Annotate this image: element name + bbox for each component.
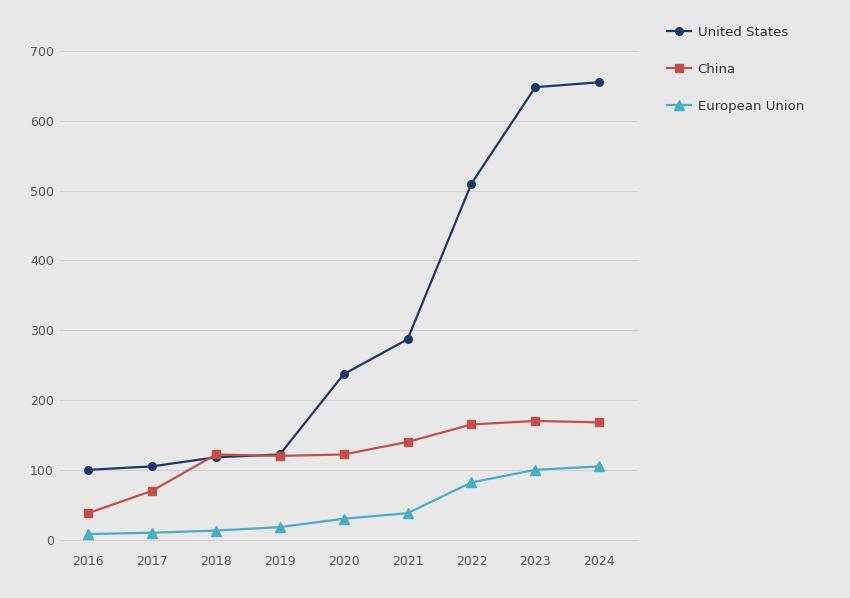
Legend: United States, China, European Union: United States, China, European Union bbox=[667, 26, 804, 112]
European Union bbox=[147, 529, 157, 536]
China bbox=[275, 452, 285, 459]
United States bbox=[338, 371, 348, 378]
Line: European Union: European Union bbox=[84, 462, 604, 539]
United States bbox=[530, 84, 541, 91]
United States bbox=[147, 463, 157, 470]
European Union bbox=[275, 523, 285, 530]
China bbox=[211, 451, 221, 458]
European Union bbox=[211, 527, 221, 534]
European Union bbox=[338, 515, 348, 522]
European Union bbox=[594, 463, 604, 470]
China bbox=[594, 419, 604, 426]
China bbox=[403, 438, 413, 446]
European Union bbox=[467, 479, 477, 486]
United States bbox=[594, 79, 604, 86]
China bbox=[467, 421, 477, 428]
Line: China: China bbox=[84, 417, 603, 517]
United States bbox=[403, 335, 413, 343]
China bbox=[338, 451, 348, 458]
United States bbox=[467, 180, 477, 187]
European Union bbox=[530, 466, 541, 474]
China bbox=[530, 417, 541, 425]
China bbox=[83, 509, 94, 517]
China bbox=[147, 487, 157, 495]
United States bbox=[83, 466, 94, 474]
European Union bbox=[403, 509, 413, 517]
European Union bbox=[83, 530, 94, 538]
United States bbox=[275, 451, 285, 458]
Line: United States: United States bbox=[84, 78, 603, 474]
United States bbox=[211, 454, 221, 461]
